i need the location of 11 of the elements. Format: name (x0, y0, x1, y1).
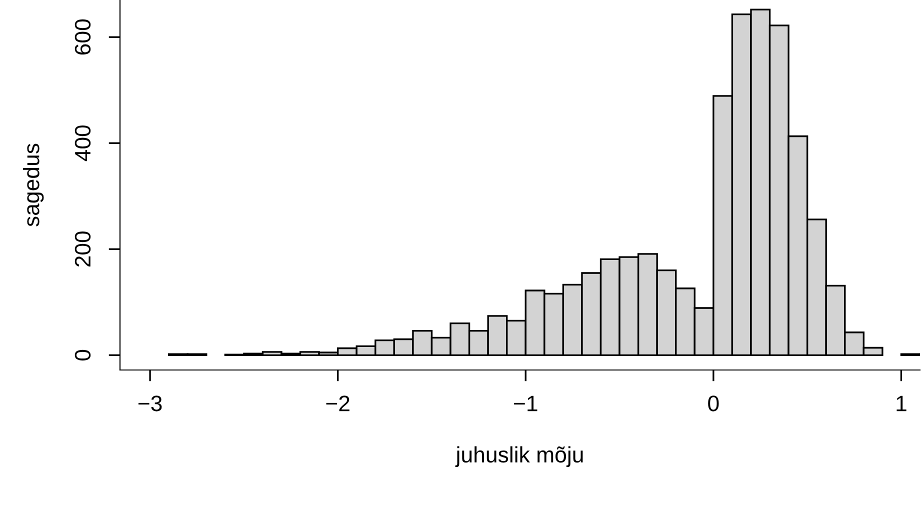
y-tick-label: 600 (74, 19, 91, 55)
x-tick-label: 1 (896, 396, 906, 412)
y-axis-title: sagedus (23, 144, 44, 226)
x-tick-label: −2 (326, 396, 350, 412)
y-tick-label: 0 (74, 350, 91, 360)
y-tick-label: 200 (74, 231, 91, 267)
y-tick-label: 400 (74, 125, 91, 162)
x-tick-label: 0 (708, 396, 719, 412)
x-tick-label: −1 (514, 396, 538, 412)
x-tick-label: −3 (138, 396, 162, 412)
x-axis-title: juhuslik mõju (455, 446, 583, 467)
